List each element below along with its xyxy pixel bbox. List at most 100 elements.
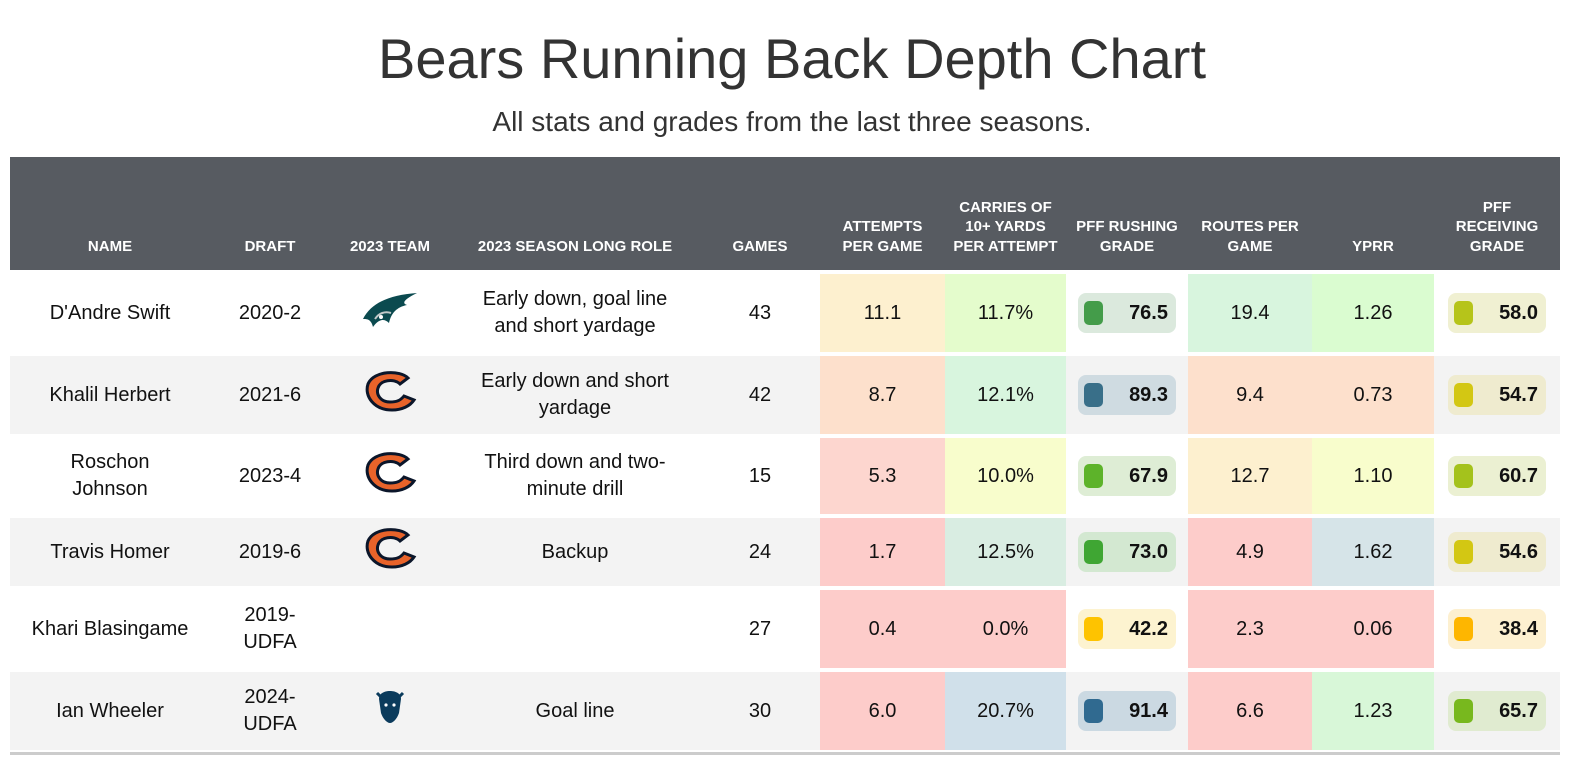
yprr-cell: 1.10	[1312, 438, 1434, 514]
carries-10-plus-cell: 12.5%	[945, 518, 1066, 586]
draft-cell: 2020-2	[238, 301, 302, 324]
column-header[interactable]: PFF RECEIVING GRADE	[1455, 198, 1539, 255]
routes-per-game-cell: 12.7	[1188, 438, 1312, 514]
receiving-grade-cell: 54.6	[1434, 518, 1560, 586]
receiving-grade-cell: 60.7	[1434, 438, 1560, 514]
grade-color-swatch	[1084, 464, 1103, 488]
column-header[interactable]: GAMES	[732, 237, 788, 255]
routes-per-game-cell: 9.4	[1188, 356, 1312, 434]
team-cell	[330, 672, 450, 750]
yprr-cell: 0.73	[1312, 356, 1434, 434]
grade-value: 73.0	[1129, 540, 1168, 563]
team-cell	[330, 356, 450, 434]
draft-cell: 2019-UDFA	[243, 604, 297, 653]
grade-badge: 54.7	[1448, 375, 1546, 415]
column-header[interactable]: ROUTES PER GAME	[1201, 218, 1299, 255]
routes-per-game-cell: 6.6	[1188, 672, 1312, 750]
table-row: D'Andre Swift 2020-2 Early down, goal line…	[10, 274, 1560, 352]
table-row: Ian Wheeler 2024-UDFA Goal line 30 6.0 20.7% 9…	[10, 672, 1560, 750]
grade-color-swatch	[1454, 617, 1473, 641]
rushing-grade-cell: 73.0	[1066, 518, 1188, 586]
column-header[interactable]: 2023 TEAM	[349, 237, 431, 255]
grade-color-swatch	[1454, 383, 1473, 407]
grade-value: 42.2	[1129, 617, 1168, 640]
grade-badge: 89.3	[1078, 375, 1176, 415]
rushing-grade-cell: 89.3	[1066, 356, 1188, 434]
column-header[interactable]: 2023 SEASON LONG ROLE	[477, 237, 673, 255]
games-cell: 15	[748, 464, 772, 487]
table-header: NAME DRAFT 2023 TEAM 2023 SEASON LONG ROLE G…	[10, 157, 1560, 270]
grade-badge: 73.0	[1078, 532, 1176, 572]
attempts-per-game-cell: 11.1	[820, 274, 945, 352]
grade-badge: 65.7	[1448, 691, 1546, 731]
grade-value: 65.7	[1499, 699, 1538, 722]
grade-value: 54.6	[1499, 540, 1538, 563]
attempts-per-game-cell: 6.0	[820, 672, 945, 750]
player-name: Roschon Johnson	[70, 451, 150, 500]
games-cell: 43	[748, 301, 772, 324]
role-cell: Backup	[541, 540, 609, 563]
draft-cell: 2023-4	[238, 464, 302, 487]
bears-logo-icon	[360, 370, 420, 420]
carries-10-plus-cell: 20.7%	[945, 672, 1066, 750]
player-name: Khari Blasingame	[31, 617, 189, 640]
grade-badge: 91.4	[1078, 691, 1176, 731]
receiving-grade-cell: 58.0	[1434, 274, 1560, 352]
team-cell	[330, 438, 450, 514]
column-header[interactable]: DRAFT	[244, 237, 296, 255]
attempts-per-game-cell: 0.4	[820, 590, 945, 668]
yprr-cell: 0.06	[1312, 590, 1434, 668]
column-header[interactable]: PFF RUSHING GRADE	[1076, 218, 1178, 255]
grade-value: 60.7	[1499, 464, 1538, 487]
grade-color-swatch	[1454, 699, 1473, 723]
role-cell	[450, 590, 700, 668]
grade-color-swatch	[1454, 464, 1473, 488]
carries-10-plus-cell: 12.1%	[945, 356, 1066, 434]
yprr-cell: 1.23	[1312, 672, 1434, 750]
grade-value: 38.4	[1499, 617, 1538, 640]
routes-per-game-cell: 2.3	[1188, 590, 1312, 668]
rushing-grade-cell: 91.4	[1066, 672, 1188, 750]
column-header[interactable]: YPRR	[1352, 237, 1394, 255]
attempts-per-game-cell: 1.7	[820, 518, 945, 586]
column-header[interactable]: CARRIES OF 10+ YARDS PER ATTEMPT	[953, 198, 1058, 255]
rushing-grade-cell: 67.9	[1066, 438, 1188, 514]
games-cell: 27	[748, 617, 772, 640]
player-name: Khalil Herbert	[49, 383, 171, 406]
grade-color-swatch	[1084, 383, 1103, 407]
rushing-grade-cell: 76.5	[1066, 274, 1188, 352]
grade-color-swatch	[1084, 617, 1103, 641]
table-bottom-rule	[10, 752, 1560, 755]
grade-value: 76.5	[1129, 301, 1168, 324]
column-header[interactable]: NAME	[87, 237, 133, 255]
bills-logo-icon	[375, 689, 405, 733]
receiving-grade-cell: 38.4	[1434, 590, 1560, 668]
column-header[interactable]: ATTEMPTS PER GAME	[842, 218, 923, 255]
bears-logo-icon	[360, 527, 420, 577]
grade-color-swatch	[1454, 301, 1473, 325]
draft-cell: 2019-6	[238, 540, 302, 563]
routes-per-game-cell: 4.9	[1188, 518, 1312, 586]
attempts-per-game-cell: 5.3	[820, 438, 945, 514]
grade-badge: 58.0	[1448, 293, 1546, 333]
page-title: Bears Running Back Depth Chart	[378, 27, 1206, 90]
team-cell	[330, 590, 450, 668]
team-cell	[330, 274, 450, 352]
draft-cell: 2021-6	[238, 383, 302, 406]
grade-badge: 38.4	[1448, 609, 1546, 649]
grade-badge: 42.2	[1078, 609, 1176, 649]
grade-value: 91.4	[1129, 699, 1168, 722]
receiving-grade-cell: 54.7	[1434, 356, 1560, 434]
grade-badge: 54.6	[1448, 532, 1546, 572]
table-row: Travis Homer 2019-6 Backup 24 1.7 12.5% 73.0 4.…	[10, 518, 1560, 586]
grade-color-swatch	[1084, 540, 1103, 564]
routes-per-game-cell: 19.4	[1188, 274, 1312, 352]
table-row: Roschon Johnson 2023-4 Third down and two-…	[10, 438, 1560, 514]
grade-value: 58.0	[1499, 301, 1538, 324]
page-subtitle: All stats and grades from the last three…	[492, 106, 1092, 137]
depth-chart-table: NAME DRAFT 2023 TEAM 2023 SEASON LONG ROLE G…	[10, 157, 1560, 755]
yprr-cell: 1.62	[1312, 518, 1434, 586]
player-name: Travis Homer	[50, 540, 170, 563]
grade-color-swatch	[1084, 699, 1103, 723]
carries-10-plus-cell: 11.7%	[945, 274, 1066, 352]
